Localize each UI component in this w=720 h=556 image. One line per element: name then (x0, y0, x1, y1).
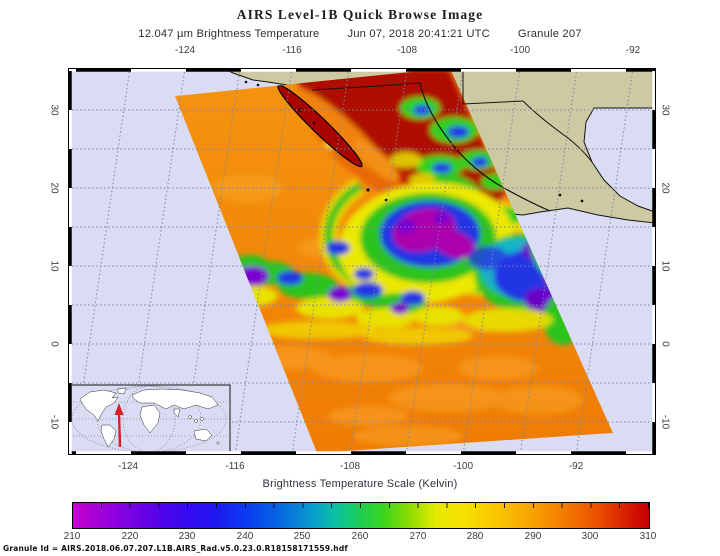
page-title: AIRS Level-1B Quick Browse Image (236, 7, 484, 22)
colorbar-label: 210 (63, 531, 81, 542)
coastlines (244, 68, 593, 212)
axis-label-right: 10 (659, 260, 671, 272)
axis-label-left: -10 (48, 414, 60, 430)
axis-label-left: 10 (48, 260, 60, 272)
axis-label-left: 30 (48, 104, 60, 116)
axis-label-top: -92 (625, 45, 641, 56)
axis-label-top: -124 (174, 45, 195, 56)
colorbar-ticks (73, 503, 649, 508)
colorbar-title: Brightness Temperature Scale (Kelvin) (262, 478, 458, 490)
location-arrow-icon (114, 403, 124, 448)
axis-label-left: 0 (48, 341, 60, 347)
axis-label-bottom: -116 (225, 461, 245, 472)
axis-label-top: -116 (282, 45, 302, 56)
axis-label-bottom: -124 (117, 461, 138, 472)
colorbar-label: 270 (409, 531, 427, 542)
subtitle-product: 12.047 µm Brightness Temperature (138, 28, 320, 40)
axis-label-right: -10 (659, 414, 671, 430)
subtitle-granule: Granule 207 (517, 28, 582, 40)
axis-label-right: 30 (659, 104, 671, 116)
subtitle-datetime: Jun 07, 2018 20:41:21 UTC (347, 28, 490, 40)
colorbar-label: 310 (639, 531, 657, 542)
colorbar-label: 220 (121, 531, 139, 542)
inset-world-map (69, 384, 231, 456)
colorbar-label: 300 (581, 531, 599, 542)
colorbar-label: 230 (178, 531, 196, 542)
colorbar-label: 240 (236, 531, 254, 542)
colorbar-label: 290 (524, 531, 542, 542)
map-canvas (68, 67, 656, 456)
axis-label-bottom: -92 (568, 461, 584, 472)
graticule (68, 67, 656, 456)
axis-label-top: -100 (509, 45, 530, 56)
subtitle: 12.047 µm Brightness Temperature Jun 07,… (0, 28, 720, 40)
colorbar-label: 280 (466, 531, 484, 542)
axis-label-bottom: -100 (452, 461, 473, 472)
granule-id: Granule Id = AIRS.2018.06.07.207.L1B.AIR… (3, 544, 348, 553)
axis-label-left: 20 (48, 182, 60, 194)
colorbar-label: 250 (293, 531, 311, 542)
axis-label-bottom: -108 (339, 461, 360, 472)
axis-label-right: 20 (659, 182, 671, 194)
baja-california (277, 84, 363, 168)
colorbar-label: 260 (351, 531, 369, 542)
map-frame (68, 68, 656, 455)
map-image (68, 67, 656, 456)
axis-label-right: 0 (659, 341, 671, 347)
axis-label-top: -108 (396, 45, 417, 56)
colorbar (72, 502, 650, 529)
